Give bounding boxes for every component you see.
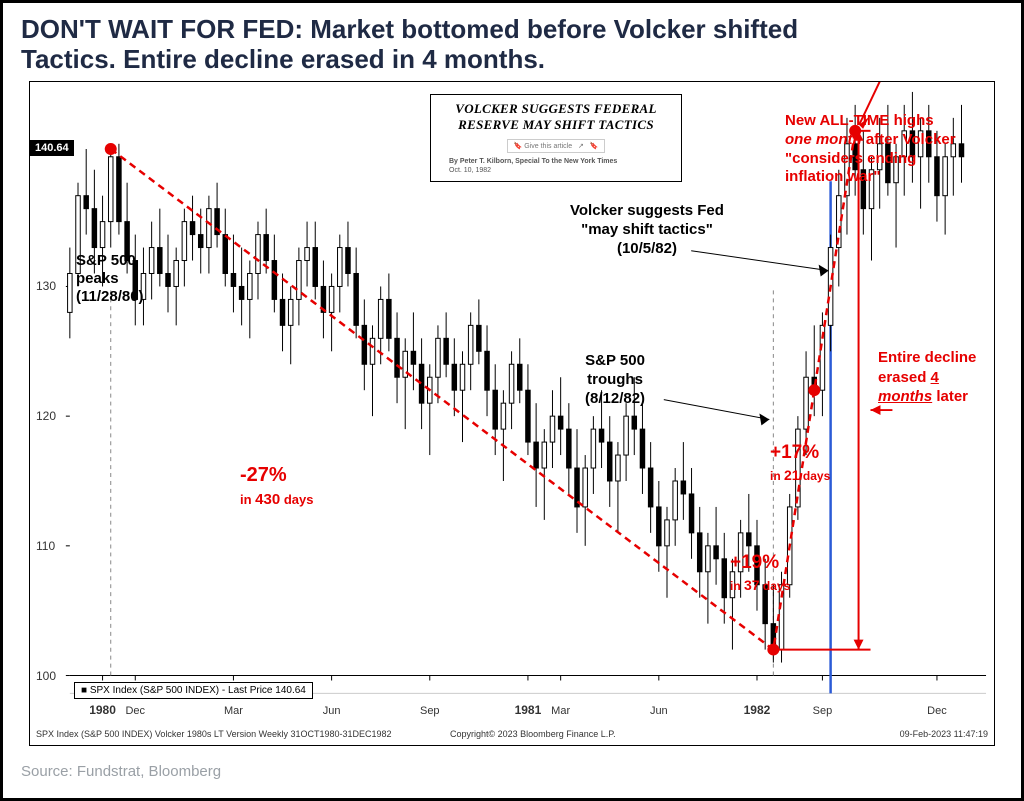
- annot-leg1: +19% in 37 days: [730, 552, 790, 596]
- annot-volcker: Volcker suggests Fed "may shift tactics"…: [570, 202, 724, 258]
- callout-headline: VOLCKER SUGGESTS FEDERAL RESERVE MAY SHI…: [449, 101, 663, 133]
- chart-frame: DON'T WAIT FOR FED: Market bottomed befo…: [0, 0, 1024, 801]
- annot-peak: S&P 500 peaks (11/28/80): [76, 252, 144, 306]
- newspaper-callout: VOLCKER SUGGESTS FEDERAL RESERVE MAY SHI…: [430, 94, 682, 182]
- footer-right: 09-Feb-2023 11:47:19: [900, 729, 988, 739]
- chart-container: 140.64 S&P 500 peaks (11/28/80) -27% in …: [29, 81, 995, 746]
- page-title: DON'T WAIT FOR FED: Market bottomed befo…: [21, 15, 1003, 75]
- title-line-1: DON'T WAIT FOR FED: Market bottomed befo…: [21, 14, 798, 44]
- chart-legend: ■ SPX Index (S&P 500 INDEX) - Last Price…: [74, 682, 313, 699]
- annot-newhigh: New ALL-TIME highs one month after Volck…: [785, 112, 956, 187]
- annot-erased: Entire decline erased 4 months later: [878, 348, 976, 407]
- annot-trough: S&P 500 troughs (8/12/82): [585, 352, 645, 408]
- title-line-2: Tactics. Entire decline erased in 4 mont…: [21, 44, 545, 74]
- source-attribution: Source: Fundstrat, Bloomberg: [21, 763, 221, 780]
- footer-center: Copyright© 2023 Bloomberg Finance L.P.: [450, 729, 616, 739]
- last-price-badge: 140.64: [30, 140, 74, 156]
- annot-decline: -27% in 430 days: [240, 464, 313, 510]
- annot-leg2: +17% in 21 days: [770, 442, 830, 486]
- footer-left: SPX Index (S&P 500 INDEX) Volcker 1980s …: [36, 729, 392, 739]
